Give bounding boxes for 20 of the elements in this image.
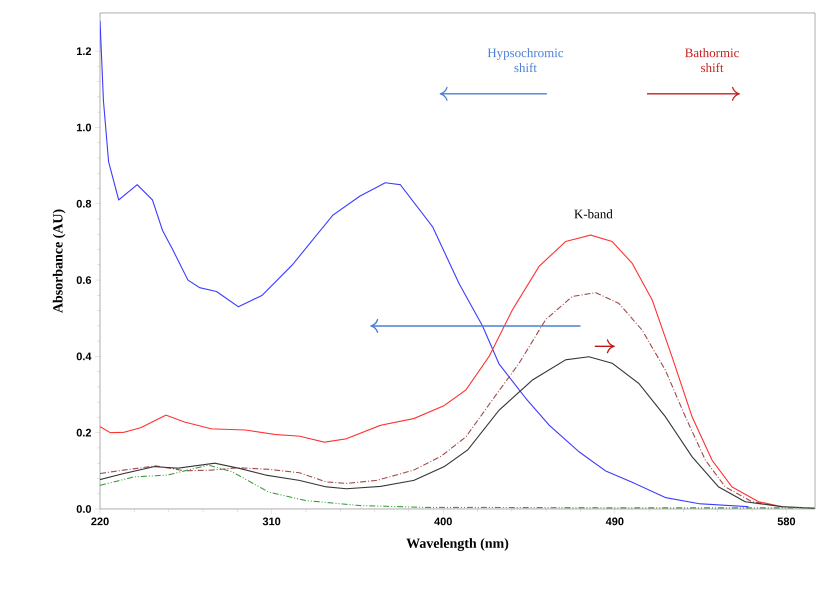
x-tick-label: 400 [434,518,452,526]
x-axis-title: Wavelength (nm) [406,538,508,551]
annotation: Bathormic shift [685,48,739,72]
line-series [100,234,782,508]
y-tick-label: 0.4 [76,352,92,360]
x-tick-label: 220 [91,518,109,526]
x-tick-label: 580 [778,518,796,526]
y-axis-title: Absorbance (AU) [52,210,66,313]
line-series [100,20,750,508]
y-tick-label: 0.0 [76,505,92,513]
y-tick-label: 0.8 [76,200,92,208]
y-tick-label: 1.0 [76,124,92,132]
annotation: K-band [574,209,613,218]
x-tick-label: 310 [262,518,280,526]
annotation: Hypsochromic shift [488,48,564,72]
line-series [100,464,815,508]
y-tick-label: 0.6 [76,276,92,284]
x-tick-label: 490 [606,518,624,526]
y-tick-label: 0.2 [76,428,92,437]
y-tick-label: 1.2 [76,47,92,55]
